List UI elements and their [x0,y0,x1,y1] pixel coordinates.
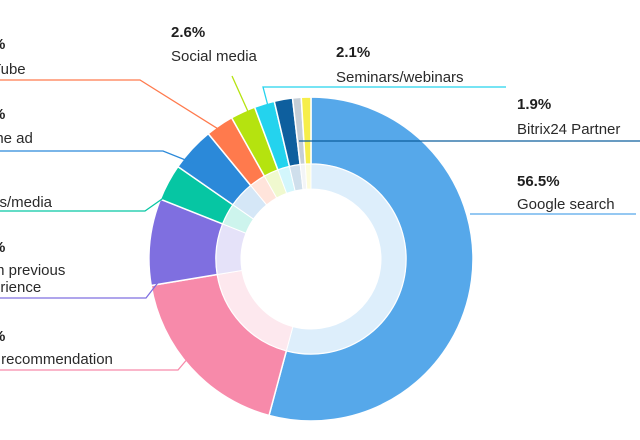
leader-press [0,191,173,212]
percent-label-online: % [0,106,5,123]
category-label-press: ss/media [0,194,53,211]
donut-inner-ring [215,163,407,355]
percent-label-partner: 1.9% [517,96,551,113]
leader-youtube [0,79,224,133]
category-label-referral: r recommendation [0,351,113,368]
category-label-online: ine ad [0,130,33,147]
leader-social [231,75,251,117]
slice-inner-other2 [304,163,312,190]
leader-seminars [262,86,506,107]
donut-hole [241,189,381,329]
leader-previous [0,279,161,299]
slice-labels: 56.5% Google search% r recommendation% m pr… [0,24,620,368]
percent-label-seminars: 2.1% [336,44,370,61]
category-label-previous-1: erience [0,279,41,296]
percent-label-social: 2.6% [171,24,205,41]
category-label-youtube: Tube [0,61,26,78]
category-label-social: Social media [171,48,258,65]
percent-label-youtube: % [0,36,5,53]
percent-label-google: 56.5% [517,173,560,190]
category-label-google: Google search [517,196,615,213]
category-label-seminars: Seminars/webinars [336,69,464,86]
percent-label-previous: % [0,239,5,256]
leader-online [0,150,194,164]
leader-lines [0,75,640,371]
category-label-previous: m previous [0,262,65,279]
leader-referral [0,343,201,371]
category-label-partner: Bitrix24 Partner [517,121,620,138]
percent-label-referral: % [0,328,5,345]
